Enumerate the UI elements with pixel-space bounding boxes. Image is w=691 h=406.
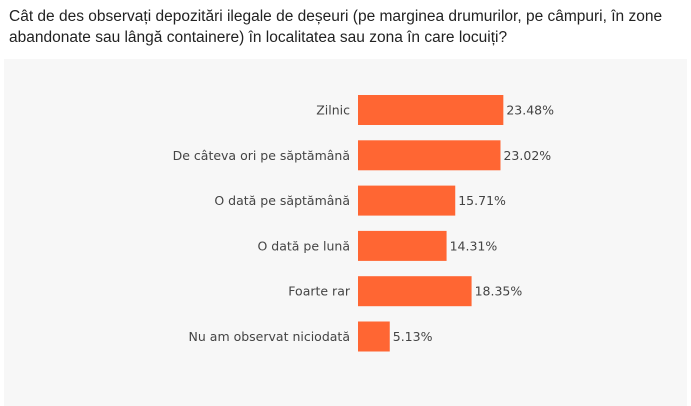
bar-chart: Zilnic 23.48% De câteva ori pe săptămână 23… [173, 95, 554, 352]
bar-2 [358, 185, 456, 216]
bar-4 [358, 276, 472, 307]
category-label-2: O dată pe săptămână [214, 193, 350, 208]
value-label-2: 15.71% [458, 193, 506, 208]
question-text: Cât de des observați depozitări ilegale … [9, 8, 663, 46]
category-label-1: De câteva ori pe săptămână [173, 148, 350, 163]
value-label-3: 14.31% [450, 238, 498, 253]
bar-1 [358, 140, 501, 171]
bar-3 [358, 230, 447, 261]
chart-panel: Zilnic 23.48% De câteva ori pe săptămână 23… [4, 59, 687, 406]
bar-0 [358, 95, 504, 125]
bar-5 [358, 321, 390, 352]
value-label-5: 5.13% [393, 329, 433, 344]
category-label-0: Zilnic [316, 103, 350, 118]
value-label-0: 23.48% [506, 103, 554, 118]
value-label-1: 23.02% [503, 148, 551, 163]
value-label-4: 18.35% [475, 284, 523, 299]
category-label-4: Foarte rar [288, 284, 351, 299]
category-label-5: Nu am observat niciodată [189, 329, 350, 344]
category-label-3: O dată pe lună [257, 238, 350, 253]
